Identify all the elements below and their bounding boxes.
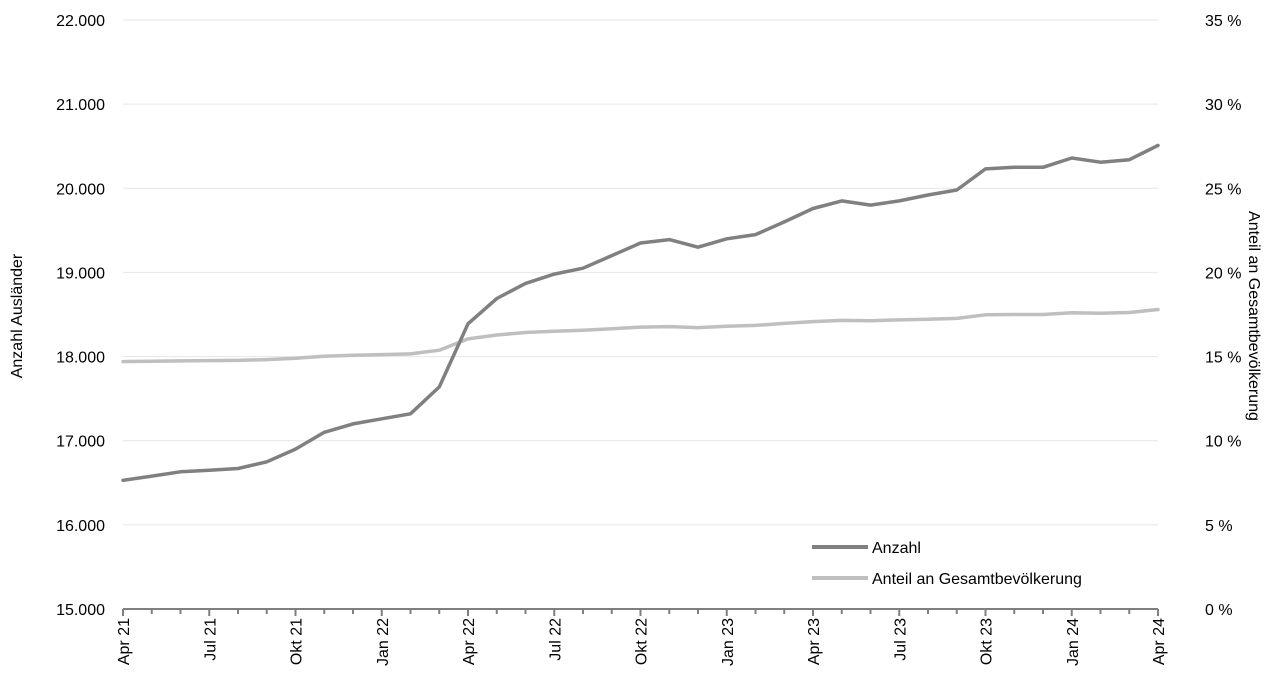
y-axis-left-title: Anzahl Ausländer bbox=[9, 253, 26, 378]
y-left-tick-label: 15.000 bbox=[56, 602, 105, 619]
x-tick-label: Jan 24 bbox=[1065, 618, 1082, 666]
legend-label-anzahl: Anzahl bbox=[872, 540, 921, 557]
gridlines bbox=[123, 19, 1158, 526]
legend-label-anteil: Anteil an Gesamtbevölkerung bbox=[872, 571, 1082, 588]
y-axis-right: 0 % 5 % 10 % 15 % 20 % 25 % 30 % 35 % bbox=[1205, 13, 1241, 619]
y-left-tick-label: 22.000 bbox=[56, 13, 105, 30]
series-line-anzahl bbox=[121, 143, 1160, 483]
series-line-anteil bbox=[121, 307, 1160, 364]
y-right-tick-label: 35 % bbox=[1205, 13, 1241, 30]
x-tick-label: Jul 21 bbox=[202, 618, 219, 661]
x-tick-label: Jan 22 bbox=[375, 618, 392, 666]
y-right-tick-label: 5 % bbox=[1205, 518, 1233, 535]
y-left-tick-label: 19.000 bbox=[56, 265, 105, 282]
x-tick-label: Jul 23 bbox=[892, 618, 909, 661]
y-right-tick-label: 10 % bbox=[1205, 434, 1241, 451]
y-right-tick-label: 15 % bbox=[1205, 350, 1241, 367]
x-tick-label: Okt 23 bbox=[979, 618, 996, 665]
y-left-tick-label: 17.000 bbox=[56, 434, 105, 451]
x-tick-label: Okt 22 bbox=[634, 618, 651, 665]
y-axis-right-title: Anteil an Gesamtbevölkerung bbox=[1245, 211, 1262, 421]
y-right-tick-label: 25 % bbox=[1205, 181, 1241, 198]
y-axis-left: 15.000 16.000 17.000 18.000 19.000 20.000 21.0… bbox=[56, 13, 105, 619]
x-tick-label: Okt 21 bbox=[289, 618, 306, 665]
x-tick-label: Apr 21 bbox=[116, 618, 133, 665]
y-right-tick-label: 20 % bbox=[1205, 265, 1241, 282]
series-lines bbox=[121, 143, 1160, 483]
y-left-tick-label: 16.000 bbox=[56, 518, 105, 535]
x-tick-label: Jul 22 bbox=[547, 618, 564, 661]
y-left-tick-label: 21.000 bbox=[56, 97, 105, 114]
y-left-tick-label: 20.000 bbox=[56, 181, 105, 198]
x-axis: Apr 21 Jul 21 Okt 21 Jan 22 Apr 22 Jul 22 Okt … bbox=[116, 608, 1168, 666]
x-tick-label: Apr 22 bbox=[461, 618, 478, 665]
y-right-tick-label: 0 % bbox=[1205, 602, 1233, 619]
x-tick-label: Jan 23 bbox=[720, 618, 737, 666]
x-tick-label: Apr 24 bbox=[1151, 618, 1168, 665]
legend: Anzahl Anteil an Gesamtbevölkerung bbox=[812, 540, 1082, 588]
y-right-tick-label: 30 % bbox=[1205, 97, 1241, 114]
y-left-tick-label: 18.000 bbox=[56, 350, 105, 367]
x-tick-label: Apr 23 bbox=[806, 618, 823, 665]
